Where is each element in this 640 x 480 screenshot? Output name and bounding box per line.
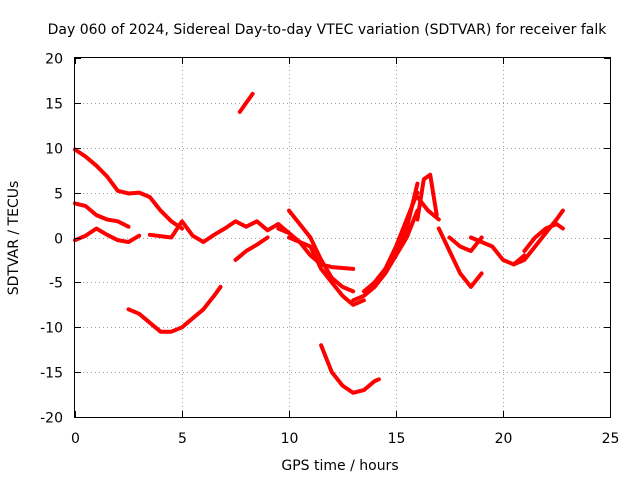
y-tick-label: 0: [54, 232, 63, 248]
y-tick-label: -5: [49, 276, 63, 292]
y-tick-label: 20: [45, 52, 63, 68]
series-arc-low-left: [73, 226, 142, 244]
series-arc-descend-c: [287, 235, 366, 307]
series-arc-late-a: [447, 235, 484, 253]
y-axis-label: SDTVAR / TECUs: [6, 181, 22, 296]
series-arc-v-right: [436, 226, 484, 289]
series-arc-descend-b: [276, 226, 356, 271]
x-tick-label: 20: [495, 431, 513, 447]
data-series: [73, 91, 565, 395]
y-tick-label: -20: [40, 411, 63, 427]
x-tick-label: 5: [178, 431, 187, 447]
series-arc-late-rise-b: [522, 222, 565, 253]
series-arc-late-rise: [511, 208, 565, 267]
series-arc-late-b: [468, 235, 527, 267]
x-tick-label: 15: [388, 431, 406, 447]
x-tick-label: 25: [602, 431, 620, 447]
series-arc-top-mid: [73, 201, 131, 229]
y-tick-label: -10: [40, 321, 63, 337]
y-tick-label: 5: [54, 187, 63, 203]
x-axis-label: GPS time / hours: [281, 458, 398, 474]
x-tick-labels: 0 5 10 15 20 25: [71, 431, 619, 447]
series-arc-descend-a: [287, 208, 356, 294]
series-arc-high-top: [73, 147, 184, 231]
series-arc-peak-right-b: [415, 195, 441, 222]
y-tick-label: 15: [45, 97, 63, 113]
series-arc-short-neg: [233, 235, 270, 262]
series-arc-rise-c: [372, 208, 420, 285]
plot-frame: [74, 57, 611, 418]
x-tick-label: 0: [71, 431, 80, 447]
series-arc-rise-b: [361, 190, 420, 294]
chart-title: Day 060 of 2024, Sidereal Day-to-day VTE…: [48, 22, 608, 38]
series-arc-dip-mid: [126, 284, 223, 334]
grid: [75, 58, 610, 417]
y-tick-labels: -20 -15 -10 -5 0 5 10 15 20: [40, 52, 63, 427]
series-arc-deep: [319, 343, 381, 395]
y-tick-label: -15: [40, 366, 63, 382]
y-tick-label: 10: [45, 142, 63, 158]
axis-ticks: [75, 58, 611, 418]
series-arc-spike: [237, 91, 255, 114]
x-tick-label: 10: [281, 431, 299, 447]
series-arc-mid-day: [147, 219, 291, 244]
